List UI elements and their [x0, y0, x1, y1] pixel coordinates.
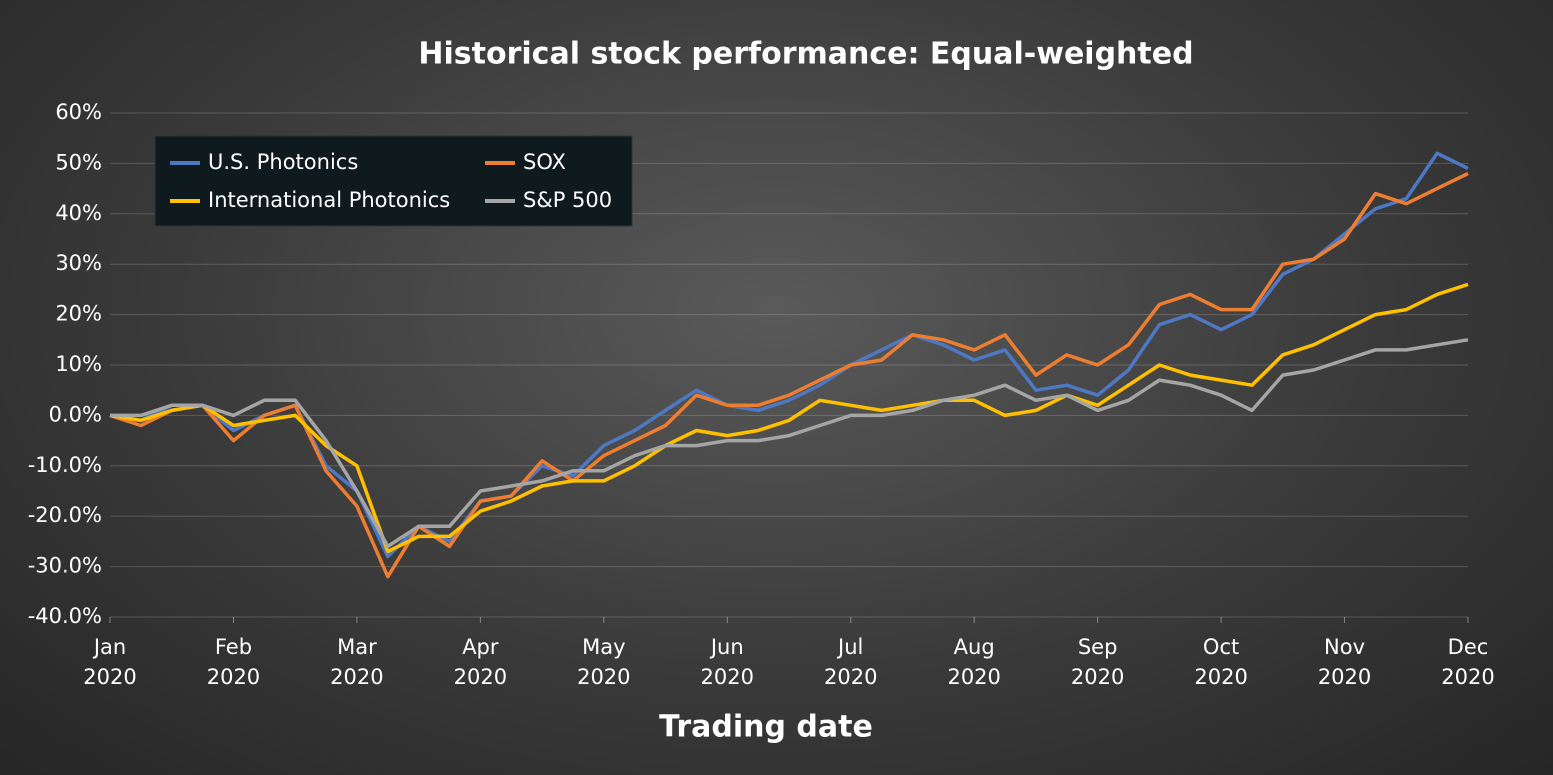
chart-title: Historical stock performance: Equal-weig… — [418, 37, 1193, 72]
x-tick-label: Oct 2020 — [1194, 635, 1247, 689]
x-tick-label: Feb 2020 — [207, 635, 260, 689]
y-tick-label: 50% — [55, 150, 102, 174]
x-tick-label: May 2020 — [577, 635, 630, 689]
x-tick-label: Aug 2020 — [947, 635, 1000, 689]
y-tick-label: 10% — [55, 352, 102, 376]
x-tick-label: Dec 2020 — [1441, 635, 1494, 689]
x-tick-label: Apr 2020 — [454, 635, 507, 689]
x-tick-label: Jul 2020 — [824, 635, 877, 689]
legend: U.S. Photonics SOX International Photonics… — [154, 135, 633, 227]
series-line — [109, 171, 1469, 579]
legend-label: U.S. Photonics — [208, 150, 358, 174]
legend-label: International Photonics — [208, 188, 450, 212]
x-tick-label: Jun 2020 — [701, 635, 754, 689]
legend-box — [154, 135, 633, 227]
y-tick-label: 60% — [55, 100, 102, 124]
y-tick-label: -40.0% — [28, 604, 102, 628]
series-line — [109, 151, 1469, 559]
y-tick-label: 0.0% — [49, 402, 102, 426]
series-line — [109, 282, 1469, 554]
legend-label: S&P 500 — [523, 188, 612, 212]
y-tick-label: 30% — [55, 251, 102, 275]
legend-label: SOX — [523, 150, 566, 174]
x-tick-label: Sep 2020 — [1071, 635, 1124, 689]
y-tick-label: -30.0% — [28, 554, 102, 578]
x-tick-label: Mar 2020 — [330, 635, 383, 689]
x-tick-label: Nov 2020 — [1318, 635, 1371, 689]
y-tick-label: 20% — [55, 302, 102, 326]
y-tick-label: 40% — [55, 201, 102, 225]
x-axis-label: Trading date — [659, 710, 873, 745]
x-tick-label: Jan 2020 — [83, 635, 136, 689]
series-line — [110, 338, 1469, 549]
y-tick-label: -20.0% — [28, 503, 102, 527]
y-tick-label: -10.0% — [28, 453, 102, 477]
